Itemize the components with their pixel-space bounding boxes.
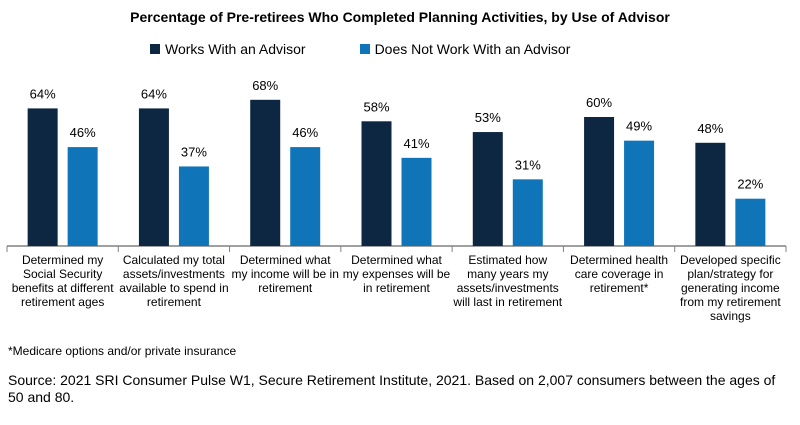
data-label: 58% [363, 99, 389, 114]
category-label: Determined health care coverage in retir… [570, 253, 669, 295]
data-label: 48% [697, 121, 723, 136]
data-label: 53% [475, 110, 501, 125]
legend-swatch-no-advisor [359, 44, 370, 54]
legend-item-no-advisor: Does Not Work With an Advisor [359, 41, 571, 57]
bar-advisor [695, 142, 726, 246]
bar-no-advisor [401, 157, 432, 246]
data-label: 46% [292, 125, 318, 140]
bar-advisor [472, 132, 503, 246]
category-label: Estimated how many years my assets/inves… [453, 253, 563, 309]
category-label: Determined my Social Security benefits a… [11, 253, 114, 309]
data-label: 41% [403, 136, 429, 151]
data-label: 64% [141, 86, 167, 101]
bar-no-advisor [290, 147, 321, 246]
data-label: 22% [737, 177, 763, 192]
data-label: 68% [252, 78, 278, 93]
legend-label-works-with-advisor: Works With an Advisor [165, 41, 306, 57]
data-label: 46% [70, 125, 96, 140]
data-label: 37% [181, 144, 207, 159]
bar-advisor [361, 121, 392, 246]
category-label: Determined what my income will be in ret… [231, 253, 339, 295]
bar-no-advisor [67, 147, 98, 246]
bar-no-advisor [512, 179, 543, 246]
legend-item-works-with-advisor: Works With an Advisor [150, 41, 306, 57]
bar-no-advisor [735, 198, 766, 246]
bar-advisor [138, 108, 169, 247]
data-label: 49% [626, 119, 652, 134]
chart-title: Percentage of Pre-retirees Who Completed… [130, 9, 670, 25]
bar-advisor [250, 99, 281, 246]
bar-advisor [584, 117, 615, 246]
bar-advisor [27, 108, 58, 247]
bar-no-advisor [624, 140, 655, 246]
data-label: 64% [30, 86, 56, 101]
legend-label-no-advisor: Does Not Work With an Advisor [374, 41, 571, 57]
category-label: Determined what my expenses will be in r… [342, 253, 451, 295]
source-note: Source: 2021 SRI Consumer Pulse W1, Secu… [8, 372, 776, 405]
data-label: 31% [515, 157, 541, 172]
footnote: *Medicare options and/or private insuran… [8, 344, 237, 358]
category-label: Developed specific plan/strategy for gen… [679, 253, 781, 323]
data-label: 60% [586, 95, 612, 110]
bar-no-advisor [178, 166, 209, 246]
category-label: Calculated my total assets/investments a… [119, 253, 229, 309]
legend-swatch-works-with-advisor [150, 44, 160, 54]
legend: Works With an Advisor Does Not Work With… [150, 41, 624, 57]
